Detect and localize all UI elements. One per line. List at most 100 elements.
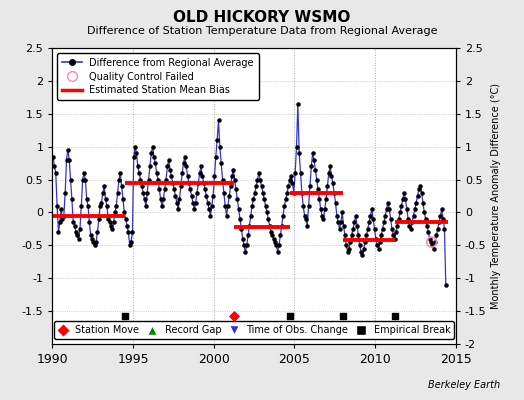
Point [77,203,85,209]
Point [419,199,427,206]
Point [307,163,315,170]
Point [353,222,361,229]
Point [350,219,358,226]
Point [147,150,156,156]
Point [432,232,441,239]
Point [287,173,296,180]
Point [278,222,286,229]
Point [253,176,261,183]
Point [226,183,235,189]
Point [228,173,236,180]
Point [56,219,64,226]
Point [364,226,372,232]
Point [377,232,386,239]
Point [392,229,400,235]
Point [100,183,108,189]
Point [280,203,289,209]
Point [345,246,353,252]
Point [355,242,364,248]
Point [334,219,342,226]
Point [240,242,248,248]
Point [330,190,339,196]
Point [169,180,177,186]
Point [61,190,69,196]
Point [88,236,96,242]
Point [380,219,388,226]
Point [148,144,157,150]
Point [337,219,345,226]
Point [205,206,213,212]
Point [243,242,251,248]
Point [335,226,344,232]
Point [256,176,265,183]
Point [423,222,431,229]
Point [267,229,275,235]
Point [416,183,424,189]
Point [428,242,436,248]
Point [89,239,97,245]
Point [166,166,174,173]
Point [303,222,311,229]
Point [62,157,71,163]
Point [300,212,309,219]
Point [201,186,209,193]
Point [191,199,200,206]
Point [259,190,267,196]
Point [67,176,75,183]
Point [64,147,72,153]
Point [306,183,314,189]
Point [247,212,255,219]
Point [225,193,234,199]
Point [183,173,192,180]
Point [92,239,100,245]
Point [314,186,322,193]
Point [376,239,384,245]
Point [210,173,219,180]
Point [76,226,84,232]
Text: Berkeley Earth: Berkeley Earth [428,380,500,390]
Point [436,212,444,219]
Point [97,199,106,206]
Point [339,313,347,320]
Text: Difference of Station Temperature Data from Regional Average: Difference of Station Temperature Data f… [87,26,437,36]
Point [91,242,99,248]
Point [96,203,104,209]
Point [312,176,321,183]
Point [189,199,197,206]
Point [281,196,290,202]
Point [342,242,351,248]
Point [291,170,299,176]
Point [412,199,420,206]
Point [69,219,78,226]
Point [151,160,159,166]
Point [233,196,242,202]
Point [261,203,270,209]
Point [126,242,134,248]
Point [413,193,422,199]
Point [232,186,240,193]
Point [108,226,116,232]
Point [428,239,436,245]
Point [57,206,66,212]
Point [276,232,285,239]
Point [138,183,146,189]
Point [298,190,306,196]
Point [74,236,83,242]
Point [50,163,59,170]
Point [234,206,243,212]
Point [150,153,158,160]
Point [384,199,392,206]
Point [297,170,305,176]
Point [208,203,216,209]
Point [99,190,107,196]
Point [319,216,328,222]
Point [119,196,127,202]
Point [51,170,60,176]
Point [385,206,394,212]
Point [430,246,438,252]
Point [58,216,67,222]
Point [255,170,263,176]
Point [72,229,80,235]
Point [160,186,169,193]
Point [163,163,171,170]
